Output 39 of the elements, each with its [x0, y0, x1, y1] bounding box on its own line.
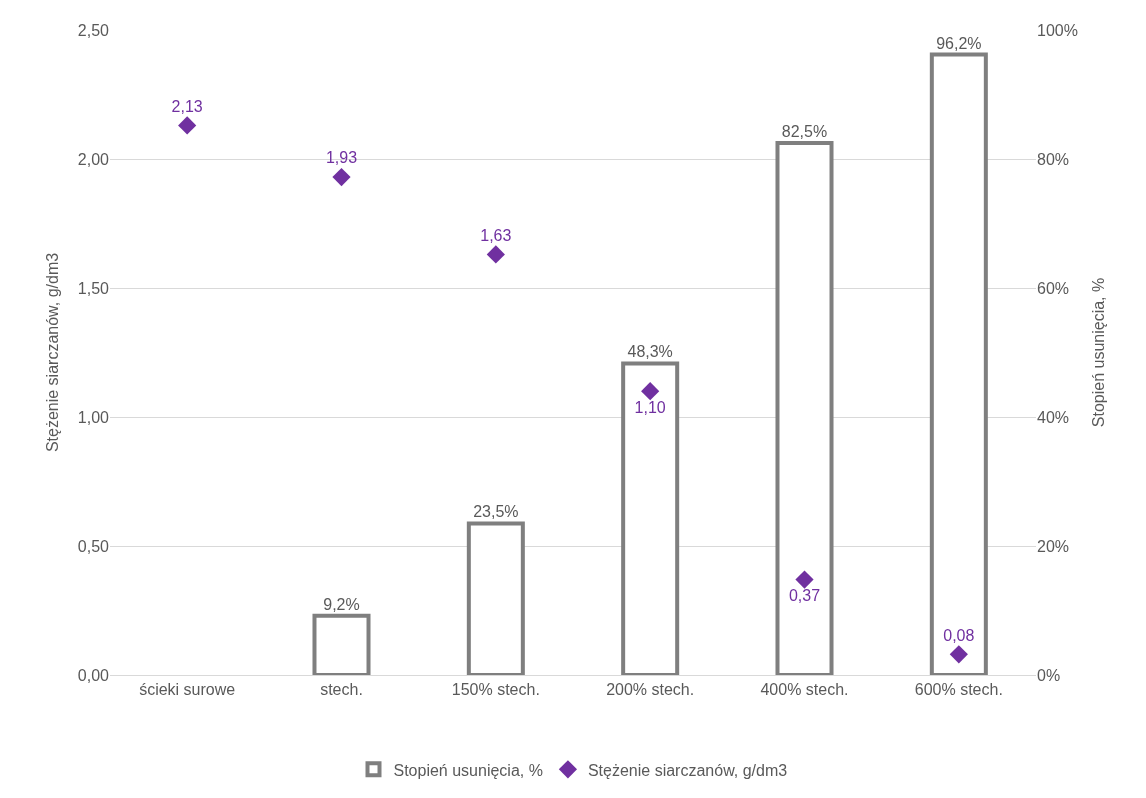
data-label: 2,13	[171, 97, 203, 115]
point	[178, 116, 197, 135]
y-tick-label: 2,00	[77, 150, 110, 168]
data-label: 0,37	[788, 587, 821, 605]
y-tick-label: 0,00	[77, 666, 110, 684]
data-label: 1,63	[480, 226, 512, 244]
x-tick-label: 600% stech.	[914, 681, 1003, 699]
y2-tick-label: 40%	[1037, 408, 1070, 426]
x-tick-label: 150% stech.	[451, 681, 540, 699]
point	[795, 570, 814, 589]
y2-axis-title: Stopień usunięcia, %	[1089, 277, 1107, 428]
y-tick-label: 1,00	[77, 408, 110, 426]
point	[332, 167, 351, 187]
point	[486, 245, 505, 264]
y2-tick-label: 20%	[1037, 537, 1070, 555]
data-label: 1,10	[634, 398, 666, 416]
x-tick-label: 200% stech.	[606, 681, 695, 699]
data-label: 9,2%	[323, 595, 360, 613]
x-tick-label: 400% stech.	[760, 681, 849, 699]
data-label: 96,2%	[936, 34, 982, 52]
data-label: 82,5%	[781, 122, 828, 140]
y-tick-label: 2,50	[77, 21, 110, 39]
y2-tick-label: 80%	[1037, 150, 1070, 168]
legend-label: Stopień usunięcia, %	[393, 761, 543, 779]
y2-tick-label: 0%	[1037, 666, 1061, 684]
y2-tick-label: 100%	[1037, 21, 1078, 39]
data-label: 48,3%	[627, 343, 673, 361]
data-label: 0,08	[943, 626, 975, 644]
data-label: 1,93	[325, 149, 358, 167]
y2-tick-label: 60%	[1037, 279, 1070, 297]
y-tick-label: 0,50	[77, 537, 110, 555]
data-label: 23,5%	[473, 503, 519, 521]
x-tick-label: ścieki surowe	[139, 681, 236, 699]
x-tick-label: stech.	[320, 681, 363, 699]
point	[949, 645, 968, 664]
y-axis-title: Stężenie siarczanów, g/dm3	[43, 252, 61, 453]
y-tick-label: 1,50	[77, 279, 110, 297]
legend-label: Stężenie siarczanów, g/dm3	[587, 761, 788, 779]
point	[641, 382, 660, 401]
